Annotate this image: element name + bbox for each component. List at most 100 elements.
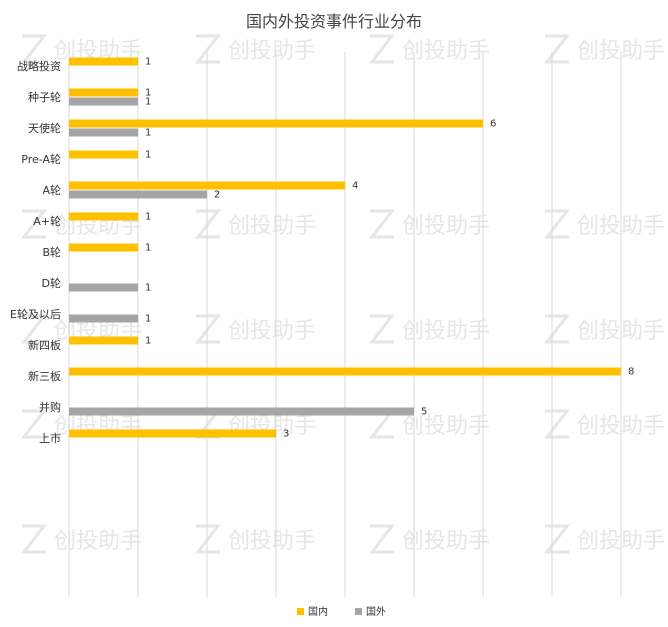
data-label: 1 xyxy=(145,336,151,347)
bar xyxy=(69,429,276,438)
z-logo-icon xyxy=(20,314,48,344)
z-logo-icon xyxy=(20,34,48,64)
bar xyxy=(69,212,138,221)
watermark-text: 创投助手 xyxy=(54,529,142,554)
data-label: 2 xyxy=(214,190,220,201)
z-logo-icon xyxy=(194,209,222,239)
watermark: 创投助手 xyxy=(20,524,142,554)
watermark-text: 创投助手 xyxy=(228,39,316,64)
data-label: 3 xyxy=(283,429,289,440)
watermark: 创投助手 xyxy=(194,209,316,239)
z-logo-icon xyxy=(194,34,222,64)
data-label: 8 xyxy=(628,367,634,378)
bar xyxy=(69,57,138,66)
category-label: B轮 xyxy=(42,245,61,259)
z-logo-icon xyxy=(368,209,396,239)
z-logo-icon xyxy=(543,209,571,239)
bar xyxy=(69,119,483,128)
watermark: 创投助手 xyxy=(194,34,316,64)
legend: 国内 国外 xyxy=(297,605,386,618)
bars xyxy=(69,57,621,438)
category-label: E轮及以后 xyxy=(10,307,61,321)
category-label: 种子轮 xyxy=(28,90,61,104)
category-label: Pre-A轮 xyxy=(21,152,61,166)
data-label: 1 xyxy=(145,97,151,108)
bar xyxy=(69,283,138,292)
data-label: 1 xyxy=(145,212,151,223)
bar xyxy=(69,367,621,376)
bar xyxy=(69,88,138,97)
data-label: 4 xyxy=(352,181,358,192)
data-label: 1 xyxy=(145,57,151,68)
watermark-text: 创投助手 xyxy=(402,529,490,554)
category-label: 并购 xyxy=(39,400,61,414)
data-label: 1 xyxy=(145,283,151,294)
z-logo-icon xyxy=(368,34,396,64)
watermark: 创投助手 xyxy=(543,409,665,439)
watermark-text: 创投助手 xyxy=(228,319,316,344)
data-label: 1 xyxy=(145,128,151,139)
watermark: 创投助手 xyxy=(194,524,316,554)
z-logo-icon xyxy=(194,524,222,554)
data-label: 1 xyxy=(145,314,151,325)
watermark: 创投助手 xyxy=(543,524,665,554)
bar xyxy=(69,97,138,106)
category-label: 上市 xyxy=(39,431,61,445)
legend-label: 国内 xyxy=(308,605,328,618)
data-label: 1 xyxy=(145,88,151,99)
watermark-text: 创投助手 xyxy=(402,214,490,239)
z-logo-icon xyxy=(543,314,571,344)
watermark: 创投助手 xyxy=(543,34,665,64)
z-logo-icon xyxy=(368,524,396,554)
category-label: A+轮 xyxy=(33,214,61,228)
watermark-text: 创投助手 xyxy=(402,414,490,439)
z-logo-icon xyxy=(20,409,48,439)
legend-label: 国外 xyxy=(366,606,386,618)
z-logo-icon xyxy=(194,314,222,344)
watermark: 创投助手 xyxy=(368,314,490,344)
bar xyxy=(69,190,207,199)
legend-swatch xyxy=(297,608,304,615)
watermark-text: 创投助手 xyxy=(402,39,490,64)
gridlines xyxy=(68,52,622,597)
watermark: 创投助手 xyxy=(368,524,490,554)
category-label: A轮 xyxy=(42,183,61,197)
category-label: 新三板 xyxy=(28,369,61,383)
watermark: 创投助手 xyxy=(368,34,490,64)
data-label: 1 xyxy=(145,243,151,254)
data-label: 1 xyxy=(145,150,151,161)
z-logo-icon xyxy=(543,524,571,554)
watermark: 创投助手 xyxy=(368,209,490,239)
category-label: D轮 xyxy=(42,276,61,290)
bar xyxy=(69,336,138,345)
category-label: 天使轮 xyxy=(28,121,61,135)
watermark: 创投助手 xyxy=(368,409,490,439)
z-logo-icon xyxy=(368,314,396,344)
z-logo-icon xyxy=(543,409,571,439)
watermark: 创投助手 xyxy=(543,209,665,239)
watermark: 创投助手 xyxy=(543,314,665,344)
data-label: 5 xyxy=(421,407,427,418)
bar xyxy=(69,181,345,190)
bar xyxy=(69,314,138,323)
watermark-text: 创投助手 xyxy=(228,529,316,554)
bar xyxy=(69,128,138,137)
bar xyxy=(69,150,138,159)
watermark-text: 创投助手 xyxy=(402,319,490,344)
z-logo-icon xyxy=(543,34,571,64)
category-label: 战略投资 xyxy=(17,59,61,73)
z-logo-icon xyxy=(20,524,48,554)
legend-swatch xyxy=(355,608,362,615)
watermark-text: 创投助手 xyxy=(228,214,316,239)
chart-title: 国内外投资事件行业分布 xyxy=(246,12,422,31)
z-logo-icon xyxy=(20,209,48,239)
watermark: 创投助手 xyxy=(194,314,316,344)
bar xyxy=(69,243,138,252)
bar xyxy=(69,407,414,416)
category-label: 新四板 xyxy=(28,338,61,352)
data-label: 6 xyxy=(490,119,496,130)
